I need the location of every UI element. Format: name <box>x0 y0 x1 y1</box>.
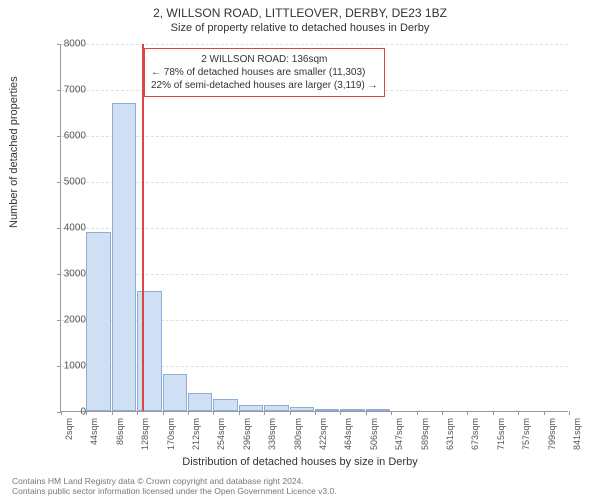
y-tick-label: 0 <box>80 407 86 418</box>
x-tick-label: 547sqm <box>394 418 404 458</box>
histogram-bar <box>340 409 364 411</box>
x-tick-label: 589sqm <box>420 418 430 458</box>
y-tick-label: 4000 <box>64 223 86 234</box>
grid-line <box>61 136 568 137</box>
y-tick-label: 1000 <box>64 361 86 372</box>
x-tick-mark <box>188 411 189 415</box>
x-tick-mark <box>391 411 392 415</box>
x-tick-mark <box>417 411 418 415</box>
x-tick-mark <box>213 411 214 415</box>
y-tick-label: 6000 <box>64 131 86 142</box>
x-tick-mark <box>112 411 113 415</box>
x-tick-mark <box>518 411 519 415</box>
y-tick-mark <box>57 320 61 321</box>
x-tick-mark <box>493 411 494 415</box>
x-tick-mark <box>137 411 138 415</box>
x-tick-mark <box>442 411 443 415</box>
x-tick-mark <box>290 411 291 415</box>
grid-line <box>61 228 568 229</box>
x-tick-mark <box>264 411 265 415</box>
histogram-bar <box>213 399 237 411</box>
histogram-bar <box>290 407 314 411</box>
chart-title-sub: Size of property relative to detached ho… <box>0 20 600 38</box>
x-tick-label: 506sqm <box>369 418 379 458</box>
x-tick-label: 464sqm <box>343 418 353 458</box>
grid-line <box>61 274 568 275</box>
x-tick-label: 2sqm <box>64 418 74 458</box>
grid-line <box>61 182 568 183</box>
annotation-line: ← 78% of detached houses are smaller (11… <box>151 66 378 79</box>
y-tick-mark <box>57 366 61 367</box>
x-tick-label: 757sqm <box>521 418 531 458</box>
y-tick-mark <box>57 274 61 275</box>
histogram-bar <box>366 409 390 411</box>
y-axis-label: Number of detached properties <box>8 76 20 228</box>
annotation-box: 2 WILLSON ROAD: 136sqm← 78% of detached … <box>144 48 385 97</box>
footer-attribution: Contains HM Land Registry data © Crown c… <box>12 476 337 496</box>
x-tick-mark <box>61 411 62 415</box>
histogram-bar <box>112 103 136 411</box>
histogram-bar <box>264 405 288 411</box>
y-tick-mark <box>57 228 61 229</box>
x-tick-mark <box>86 411 87 415</box>
annotation-line: 22% of semi-detached houses are larger (… <box>151 79 378 92</box>
histogram-bar <box>188 393 212 411</box>
x-tick-label: 128sqm <box>140 418 150 458</box>
histogram-bar <box>137 291 161 411</box>
x-tick-mark <box>467 411 468 415</box>
x-tick-label: 86sqm <box>115 418 125 458</box>
x-tick-mark <box>544 411 545 415</box>
y-tick-mark <box>57 182 61 183</box>
x-tick-label: 296sqm <box>242 418 252 458</box>
histogram-bar <box>239 405 263 411</box>
x-tick-mark <box>239 411 240 415</box>
x-tick-mark <box>569 411 570 415</box>
x-tick-mark <box>315 411 316 415</box>
x-tick-label: 170sqm <box>166 418 176 458</box>
x-tick-label: 631sqm <box>445 418 455 458</box>
annotation-line: 2 WILLSON ROAD: 136sqm <box>151 53 378 66</box>
y-tick-label: 2000 <box>64 315 86 326</box>
x-tick-label: 380sqm <box>293 418 303 458</box>
grid-line <box>61 44 568 45</box>
x-tick-mark <box>163 411 164 415</box>
footer-line-2: Contains public sector information licen… <box>12 486 337 496</box>
y-tick-label: 8000 <box>64 39 86 50</box>
x-tick-mark <box>340 411 341 415</box>
histogram-bar <box>86 232 110 411</box>
x-tick-label: 673sqm <box>470 418 480 458</box>
x-tick-label: 212sqm <box>191 418 201 458</box>
y-tick-label: 7000 <box>64 85 86 96</box>
footer-line-1: Contains HM Land Registry data © Crown c… <box>12 476 337 486</box>
x-tick-label: 338sqm <box>267 418 277 458</box>
y-tick-mark <box>57 136 61 137</box>
x-tick-label: 841sqm <box>572 418 582 458</box>
y-tick-label: 5000 <box>64 177 86 188</box>
y-tick-mark <box>57 44 61 45</box>
x-tick-mark <box>366 411 367 415</box>
histogram-bar <box>163 374 187 411</box>
x-tick-label: 254sqm <box>216 418 226 458</box>
reference-marker-line <box>142 44 144 411</box>
x-tick-label: 715sqm <box>496 418 506 458</box>
x-tick-label: 44sqm <box>89 418 99 458</box>
chart-plot-area: 2 WILLSON ROAD: 136sqm← 78% of detached … <box>60 44 568 412</box>
y-tick-label: 3000 <box>64 269 86 280</box>
x-tick-label: 799sqm <box>547 418 557 458</box>
chart-title-main: 2, WILLSON ROAD, LITTLEOVER, DERBY, DE23… <box>0 0 600 20</box>
x-tick-label: 422sqm <box>318 418 328 458</box>
histogram-bar <box>315 409 339 411</box>
y-tick-mark <box>57 90 61 91</box>
